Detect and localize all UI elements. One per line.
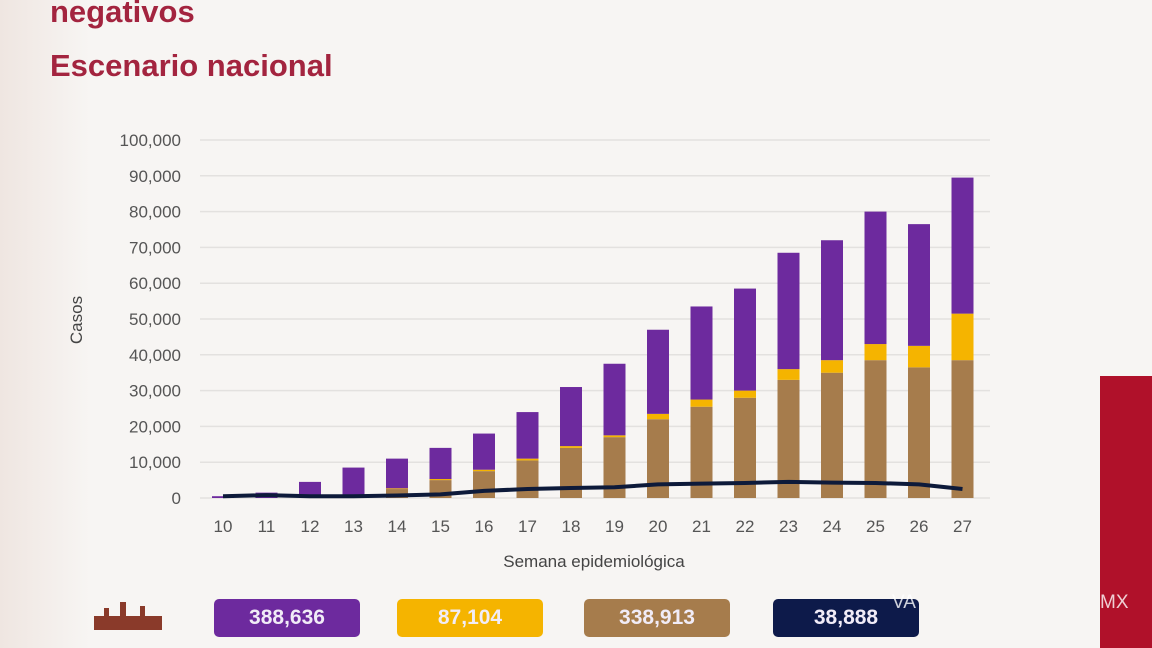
x-tick-label: 25 [866, 517, 885, 536]
y-tick-label: 0 [172, 489, 181, 508]
bar-segment [603, 435, 626, 438]
bar-segment [560, 446, 582, 448]
y-tick-label: 60,000 [129, 274, 181, 293]
bar-segment [690, 399, 713, 407]
title-line-2: Escenario nacional [50, 48, 333, 83]
y-tick-label: 20,000 [129, 417, 181, 436]
bar-segment [777, 252, 800, 370]
background-pattern [0, 0, 90, 648]
y-tick-label: 10,000 [129, 453, 181, 472]
logo-icon [94, 602, 162, 630]
watermark-left: VA [892, 592, 916, 613]
bar-segment [951, 313, 974, 361]
x-tick-label: 19 [605, 517, 624, 536]
total-badge-yellow: 87,104 [397, 599, 543, 637]
bar-segment [560, 387, 582, 447]
x-tick-label: 18 [562, 517, 581, 536]
red-side-panel [1100, 376, 1152, 648]
x-tick-label: 11 [258, 517, 276, 536]
bar-segment [734, 390, 756, 398]
x-tick-label: 13 [344, 517, 363, 536]
total-badge-brown: 338,913 [584, 599, 730, 637]
bar-segment [690, 306, 713, 400]
bar-segment [429, 479, 452, 481]
bar-segment [821, 372, 843, 498]
bar-segment [864, 211, 887, 345]
bar-segment [473, 469, 495, 472]
y-tick-label: 80,000 [129, 203, 181, 222]
x-tick-label: 23 [779, 517, 798, 536]
x-tick-label: 15 [431, 517, 450, 536]
x-tick-label: 16 [475, 517, 494, 536]
y-tick-label: 70,000 [129, 238, 181, 257]
y-tick-label: 100,000 [120, 131, 181, 150]
bar-segment [386, 458, 408, 489]
total-badge-navy: 38,888 [773, 599, 919, 637]
bar-segment [473, 471, 495, 498]
bar-segment [864, 344, 887, 361]
x-tick-label: 14 [388, 517, 407, 536]
y-tick-label: 30,000 [129, 382, 181, 401]
y-tick-label: 40,000 [129, 346, 181, 365]
x-tick-label: 10 [214, 517, 233, 536]
bar-segment [647, 419, 669, 498]
bar-segment [777, 379, 800, 498]
bar-segment [821, 240, 843, 361]
x-tick-label: 22 [736, 517, 755, 536]
x-tick-label: 21 [692, 517, 711, 536]
x-tick-label: 12 [301, 517, 320, 536]
bar-segment [951, 360, 974, 498]
y-axis-label: Casos [67, 296, 86, 344]
bar-segment [516, 412, 539, 459]
bar-segment [560, 447, 582, 498]
bar-segment [908, 367, 930, 498]
bar-segment [647, 413, 669, 420]
bar-segment [647, 329, 669, 414]
bar-segment [603, 363, 626, 436]
y-tick-label: 50,000 [129, 310, 181, 329]
bar-segment [821, 360, 843, 373]
x-tick-label: 26 [910, 517, 929, 536]
bar-segment [473, 433, 495, 470]
bar-segment [516, 458, 539, 461]
bar-segment [690, 406, 713, 498]
y-tick-label: 90,000 [129, 167, 181, 186]
x-tick-label: 27 [953, 517, 972, 536]
line-series [222, 479, 963, 499]
bar-segment [908, 224, 930, 346]
bar-segment [734, 397, 756, 498]
bar-segment [603, 437, 626, 498]
bar-segment [429, 447, 452, 480]
bar-segment [299, 481, 321, 498]
bar-segment [777, 369, 800, 380]
x-axis-label: Semana epidemiológica [503, 552, 685, 571]
bar-segment [342, 467, 365, 497]
bar-segment [516, 460, 539, 498]
bar-segment [386, 488, 408, 490]
bar-segment [951, 177, 974, 314]
x-tick-label: 20 [649, 517, 668, 536]
x-tick-label: 24 [823, 517, 842, 536]
watermark-right: MX [1100, 592, 1129, 613]
bar-segment [908, 345, 930, 368]
total-badge-purple: 388,636 [214, 599, 360, 637]
bar-segment [212, 496, 234, 498]
bar-segment [864, 360, 887, 498]
bar-segment [734, 288, 756, 391]
x-tick-label: 17 [518, 517, 537, 536]
title-line-1: negativos [50, 0, 195, 29]
